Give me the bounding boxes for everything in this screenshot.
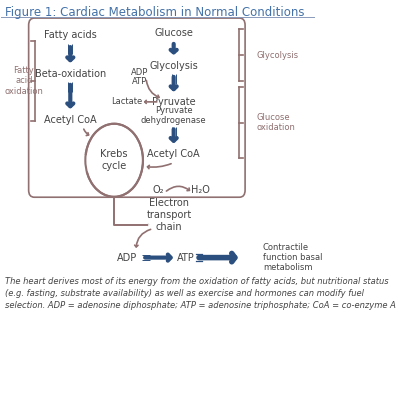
Text: Krebs
cycle: Krebs cycle [100, 150, 128, 171]
Text: ADP: ADP [116, 252, 137, 262]
Text: H₂O: H₂O [191, 185, 210, 195]
Text: Pyruvate: Pyruvate [152, 97, 196, 107]
Text: Beta-oxidation: Beta-oxidation [35, 69, 106, 79]
Text: The heart derives most of its energy from the oxidation of fatty acids, but nutr: The heart derives most of its energy fro… [4, 278, 395, 310]
Text: Contractile
function basal
metabolism: Contractile function basal metabolism [263, 243, 322, 272]
Text: ATP: ATP [177, 252, 195, 262]
Text: O₂: O₂ [152, 185, 164, 195]
Text: Glucose
oxidation: Glucose oxidation [257, 113, 296, 132]
Text: Figure 1: Cardiac Metabolism in Normal Conditions: Figure 1: Cardiac Metabolism in Normal C… [4, 6, 304, 19]
Text: Lactate: Lactate [111, 97, 142, 106]
Text: Acetyl CoA: Acetyl CoA [44, 115, 97, 125]
Text: Electron
transport
chain: Electron transport chain [146, 198, 192, 232]
Text: Glycolysis: Glycolysis [257, 50, 299, 60]
Text: ATP: ATP [132, 77, 148, 86]
Text: Glycolysis: Glycolysis [149, 61, 198, 71]
Text: Fatty
acid
oxidation: Fatty acid oxidation [4, 66, 43, 96]
Text: Acetyl CoA: Acetyl CoA [147, 149, 200, 159]
Text: Fatty acids: Fatty acids [44, 30, 97, 40]
Text: Glucose: Glucose [154, 28, 193, 38]
Text: ADP: ADP [131, 68, 148, 76]
Text: Pyruvate
dehydrogenase: Pyruvate dehydrogenase [141, 106, 206, 125]
